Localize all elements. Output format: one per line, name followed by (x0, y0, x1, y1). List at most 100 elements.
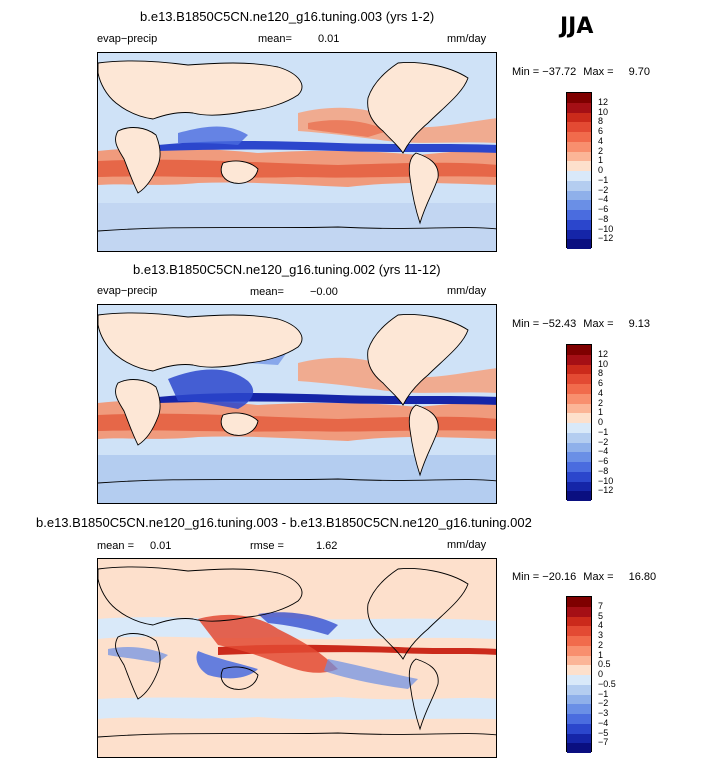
colorbar-swatch (567, 616, 591, 627)
colorbar-swatch (567, 694, 591, 705)
colorbar-tick-label: −10 (598, 223, 614, 234)
colorbar-swatch (567, 141, 591, 152)
colorbar-swatch (567, 597, 591, 607)
colorbar-tick-label: −1 (598, 688, 609, 699)
colorbar-swatch (567, 93, 591, 103)
colorbar-swatch (567, 354, 591, 365)
panel1-mean-value: 0.01 (318, 33, 340, 45)
colorbar-tick-label: −4 (598, 717, 609, 728)
colorbar-tick-label: 2 (598, 145, 604, 156)
colorbar-tick-label: −12 (598, 485, 614, 496)
panel2-min-value: −52.43 (542, 318, 577, 330)
panel3-max-value: 16.80 (628, 571, 657, 583)
panel2-title: b.e13.B1850C5CN.ne120_g16.tuning.002 (yr… (133, 262, 441, 277)
colorbar-swatch (567, 665, 591, 675)
colorbar-tick-label: 0.5 (598, 659, 611, 670)
colorbar-swatch (567, 413, 591, 423)
panel3-units: mm/day (447, 539, 487, 551)
panel2-variable-label: evap−precip (97, 285, 158, 297)
panel2-min-label: Min = (512, 318, 540, 330)
colorbar-swatch (567, 393, 591, 404)
colorbar-tick-label: 1 (598, 407, 604, 418)
colorbar-swatch (567, 112, 591, 123)
colorbar-tick-label: 2 (598, 639, 604, 650)
colorbar-swatch (567, 714, 591, 724)
colorbar-tick-label: 3 (598, 630, 604, 640)
colorbar-tick-label: 6 (598, 378, 604, 388)
colorbar-swatch (567, 626, 591, 636)
colorbar-swatch (567, 180, 591, 191)
colorbar-swatch (567, 210, 591, 220)
panel2-max-label: Max = (583, 318, 614, 330)
panel3-map (97, 558, 497, 758)
colorbar-tick-label: 5 (598, 610, 604, 621)
panel1-variable-label: evap−precip (97, 33, 158, 45)
colorbar-tick-label: 1 (598, 649, 604, 660)
colorbar-tick-label: 12 (598, 348, 609, 359)
panel1-min-label: Min = (512, 66, 540, 78)
panel2-colorbar (566, 344, 592, 501)
colorbar-tick-label: −3 (598, 708, 609, 718)
colorbar-tick-label: 8 (598, 116, 604, 127)
colorbar-tick-label: 0 (598, 669, 604, 679)
colorbar-swatch (567, 471, 591, 482)
colorbar-tick-label: −1 (598, 174, 609, 185)
colorbar-tick-label: 2 (598, 397, 604, 408)
colorbar-swatch (567, 684, 591, 695)
colorbar-swatch (567, 452, 591, 462)
panel1-min-value: −37.72 (542, 66, 577, 78)
panel1-units: mm/day (447, 33, 487, 45)
panel1-colorbar (566, 92, 592, 249)
colorbar-tick-label: 12 (598, 96, 609, 107)
colorbar-swatch (567, 733, 591, 744)
panel3-max-label: Max = (583, 571, 614, 583)
colorbar-tick-label: −7 (598, 737, 609, 748)
colorbar-swatch (567, 219, 591, 230)
colorbar-tick-label: 0 (598, 417, 604, 427)
colorbar-tick-label: −6 (598, 204, 609, 214)
colorbar-swatch (567, 675, 591, 685)
colorbar-swatch (567, 432, 591, 443)
colorbar-swatch (567, 743, 591, 753)
colorbar-tick-label: 7 (598, 600, 604, 611)
panel3-mean-value: 0.01 (150, 540, 172, 552)
colorbar-swatch (567, 462, 591, 472)
panel3-min-label: Min = (512, 571, 540, 583)
colorbar-tick-label: −8 (598, 465, 609, 476)
colorbar-swatch (567, 239, 591, 249)
panel2-max-value: 9.13 (628, 318, 651, 330)
colorbar-swatch (567, 161, 591, 171)
colorbar-tick-label: 1 (598, 155, 604, 166)
colorbar-swatch (567, 481, 591, 492)
colorbar-swatch (567, 442, 591, 453)
colorbar-tick-label: −2 (598, 436, 609, 447)
panel3-rmse-label: rmse = (250, 540, 284, 552)
colorbar-swatch (567, 423, 591, 433)
colorbar-tick-label: −8 (598, 213, 609, 224)
panel1-mean-label: mean= (258, 33, 292, 45)
colorbar-swatch (567, 384, 591, 394)
panel2-units: mm/day (447, 285, 487, 297)
colorbar-tick-label: 4 (598, 135, 604, 146)
colorbar-swatch (567, 171, 591, 181)
colorbar-tick-label: 6 (598, 126, 604, 136)
colorbar-tick-label: −4 (598, 194, 609, 205)
colorbar-swatch (567, 491, 591, 501)
colorbar-swatch (567, 374, 591, 384)
colorbar-swatch (567, 132, 591, 142)
panel3-colorbar (566, 596, 592, 753)
colorbar-swatch (567, 636, 591, 646)
colorbar-swatch (567, 200, 591, 210)
colorbar-swatch (567, 229, 591, 240)
colorbar-swatch (567, 704, 591, 714)
colorbar-tick-label: 0 (598, 165, 604, 175)
colorbar-swatch (567, 122, 591, 132)
colorbar-tick-label: 10 (598, 358, 609, 369)
colorbar-swatch (567, 655, 591, 666)
colorbar-tick-label: 8 (598, 368, 604, 379)
colorbar-swatch (567, 364, 591, 375)
colorbar-tick-label: −1 (598, 426, 609, 437)
colorbar-tick-label: −4 (598, 446, 609, 457)
panel3-rmse-value: 1.62 (316, 540, 338, 552)
panel3-title: b.e13.B1850C5CN.ne120_g16.tuning.003 - b… (36, 515, 532, 530)
